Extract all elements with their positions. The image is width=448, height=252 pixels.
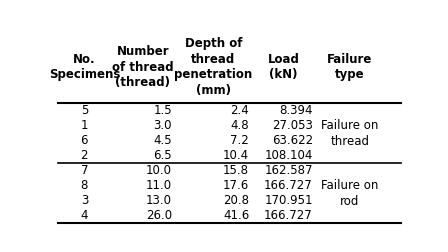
Text: 2: 2 [81, 149, 88, 162]
Text: 4: 4 [81, 209, 88, 222]
Text: 7.2: 7.2 [230, 134, 249, 147]
Text: 27.053: 27.053 [272, 119, 313, 132]
Text: Failure
type: Failure type [327, 53, 373, 81]
Text: 6: 6 [81, 134, 88, 147]
Text: 162.587: 162.587 [264, 164, 313, 177]
Text: Load
(kN): Load (kN) [268, 53, 300, 81]
Text: Failure on
rod: Failure on rod [321, 179, 379, 208]
Text: 108.104: 108.104 [264, 149, 313, 162]
Text: 13.0: 13.0 [146, 194, 172, 207]
Text: 6.5: 6.5 [153, 149, 172, 162]
Text: 1: 1 [81, 119, 88, 132]
Text: 3.0: 3.0 [153, 119, 172, 132]
Text: 1.5: 1.5 [153, 104, 172, 117]
Text: Failure on
thread: Failure on thread [321, 119, 379, 148]
Text: 166.727: 166.727 [264, 179, 313, 192]
Text: 10.0: 10.0 [146, 164, 172, 177]
Text: 20.8: 20.8 [223, 194, 249, 207]
Text: Depth of
thread
penetration
(mm): Depth of thread penetration (mm) [174, 38, 252, 97]
Text: 170.951: 170.951 [264, 194, 313, 207]
Text: 15.8: 15.8 [223, 164, 249, 177]
Text: 41.6: 41.6 [223, 209, 249, 222]
Text: 10.4: 10.4 [223, 149, 249, 162]
Text: 63.622: 63.622 [271, 134, 313, 147]
Text: 11.0: 11.0 [146, 179, 172, 192]
Text: 4.5: 4.5 [153, 134, 172, 147]
Text: 8: 8 [81, 179, 88, 192]
Text: 166.727: 166.727 [264, 209, 313, 222]
Text: 7: 7 [81, 164, 88, 177]
Text: 8.394: 8.394 [279, 104, 313, 117]
Text: 2.4: 2.4 [230, 104, 249, 117]
Text: Number
of thread
(thread): Number of thread (thread) [112, 45, 174, 89]
Text: 3: 3 [81, 194, 88, 207]
Text: No.
Specimens: No. Specimens [49, 53, 120, 81]
Text: 17.6: 17.6 [223, 179, 249, 192]
Text: 5: 5 [81, 104, 88, 117]
Text: 4.8: 4.8 [231, 119, 249, 132]
Text: 26.0: 26.0 [146, 209, 172, 222]
